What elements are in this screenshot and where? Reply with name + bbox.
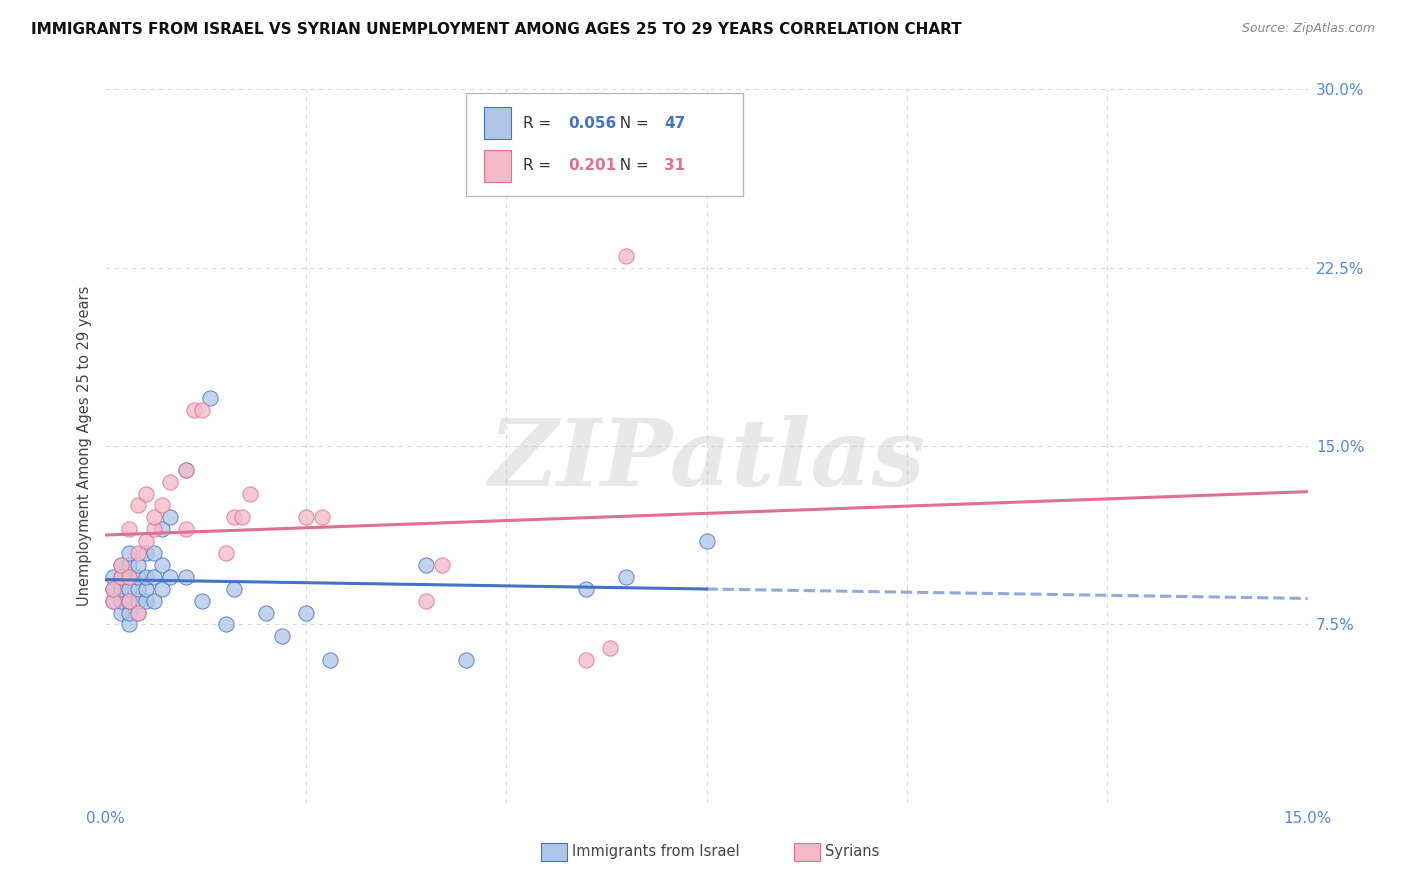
Point bbox=[319, 653, 342, 667]
Point bbox=[270, 629, 292, 643]
Point bbox=[183, 403, 205, 417]
Point bbox=[118, 546, 141, 560]
Text: N =: N = bbox=[610, 159, 654, 173]
Point bbox=[415, 593, 437, 607]
Text: Immigrants from Israel: Immigrants from Israel bbox=[572, 845, 740, 859]
Point bbox=[696, 534, 718, 549]
Point bbox=[198, 392, 221, 406]
Point bbox=[127, 582, 149, 596]
Text: R =: R = bbox=[523, 116, 555, 130]
Point bbox=[616, 570, 638, 584]
Point bbox=[127, 606, 149, 620]
Point bbox=[110, 570, 132, 584]
Point bbox=[159, 570, 181, 584]
Point bbox=[118, 558, 141, 572]
Point bbox=[118, 606, 141, 620]
Point bbox=[295, 510, 318, 524]
Text: IMMIGRANTS FROM ISRAEL VS SYRIAN UNEMPLOYMENT AMONG AGES 25 TO 29 YEARS CORRELAT: IMMIGRANTS FROM ISRAEL VS SYRIAN UNEMPLO… bbox=[31, 22, 962, 37]
Point bbox=[142, 522, 165, 536]
Point bbox=[118, 570, 141, 584]
Point bbox=[599, 641, 621, 656]
Point bbox=[110, 558, 132, 572]
Point bbox=[135, 570, 157, 584]
Point bbox=[174, 463, 197, 477]
Point bbox=[159, 510, 181, 524]
Point bbox=[118, 570, 141, 584]
Point bbox=[454, 653, 477, 667]
Text: 0.056: 0.056 bbox=[568, 116, 616, 130]
Text: Syrians: Syrians bbox=[825, 845, 880, 859]
Point bbox=[190, 403, 212, 417]
Point bbox=[575, 582, 598, 596]
Point bbox=[616, 249, 638, 263]
Point bbox=[159, 475, 181, 489]
Point bbox=[103, 582, 125, 596]
FancyBboxPatch shape bbox=[484, 107, 510, 139]
Text: Source: ZipAtlas.com: Source: ZipAtlas.com bbox=[1241, 22, 1375, 36]
Point bbox=[311, 510, 333, 524]
Text: R =: R = bbox=[523, 159, 555, 173]
Text: ZIPatlas: ZIPatlas bbox=[488, 416, 925, 505]
Point bbox=[222, 582, 245, 596]
Point bbox=[110, 570, 132, 584]
Point bbox=[127, 558, 149, 572]
Point bbox=[150, 582, 173, 596]
Point bbox=[150, 522, 173, 536]
Point bbox=[430, 558, 453, 572]
Point bbox=[127, 570, 149, 584]
Point bbox=[127, 593, 149, 607]
Point bbox=[142, 593, 165, 607]
FancyBboxPatch shape bbox=[484, 150, 510, 182]
Point bbox=[142, 510, 165, 524]
Point bbox=[135, 534, 157, 549]
Point bbox=[118, 593, 141, 607]
Point bbox=[231, 510, 253, 524]
Point bbox=[135, 582, 157, 596]
Point bbox=[174, 570, 197, 584]
Point bbox=[222, 510, 245, 524]
Point bbox=[135, 546, 157, 560]
Point bbox=[118, 522, 141, 536]
Text: 0.201: 0.201 bbox=[568, 159, 616, 173]
Point bbox=[127, 606, 149, 620]
Point bbox=[103, 593, 125, 607]
Text: 31: 31 bbox=[665, 159, 686, 173]
Point bbox=[214, 617, 236, 632]
Point bbox=[174, 522, 197, 536]
Point bbox=[239, 486, 262, 500]
Point bbox=[190, 593, 212, 607]
Point bbox=[135, 486, 157, 500]
Point bbox=[295, 606, 318, 620]
Point bbox=[415, 558, 437, 572]
Point bbox=[103, 570, 125, 584]
Point bbox=[103, 593, 125, 607]
Point bbox=[118, 617, 141, 632]
Point bbox=[142, 570, 165, 584]
Point bbox=[150, 499, 173, 513]
Point bbox=[118, 582, 141, 596]
Text: 47: 47 bbox=[665, 116, 686, 130]
Point bbox=[142, 546, 165, 560]
Point bbox=[150, 558, 173, 572]
Point bbox=[103, 582, 125, 596]
Point bbox=[110, 582, 132, 596]
Point bbox=[135, 593, 157, 607]
Point bbox=[254, 606, 277, 620]
FancyBboxPatch shape bbox=[465, 93, 742, 196]
Point bbox=[110, 593, 132, 607]
Point bbox=[127, 546, 149, 560]
Point bbox=[214, 546, 236, 560]
Point bbox=[174, 463, 197, 477]
Point bbox=[127, 499, 149, 513]
Point bbox=[110, 558, 132, 572]
Text: N =: N = bbox=[610, 116, 654, 130]
Point bbox=[575, 653, 598, 667]
Point bbox=[110, 606, 132, 620]
Point bbox=[118, 593, 141, 607]
Y-axis label: Unemployment Among Ages 25 to 29 years: Unemployment Among Ages 25 to 29 years bbox=[76, 285, 91, 607]
